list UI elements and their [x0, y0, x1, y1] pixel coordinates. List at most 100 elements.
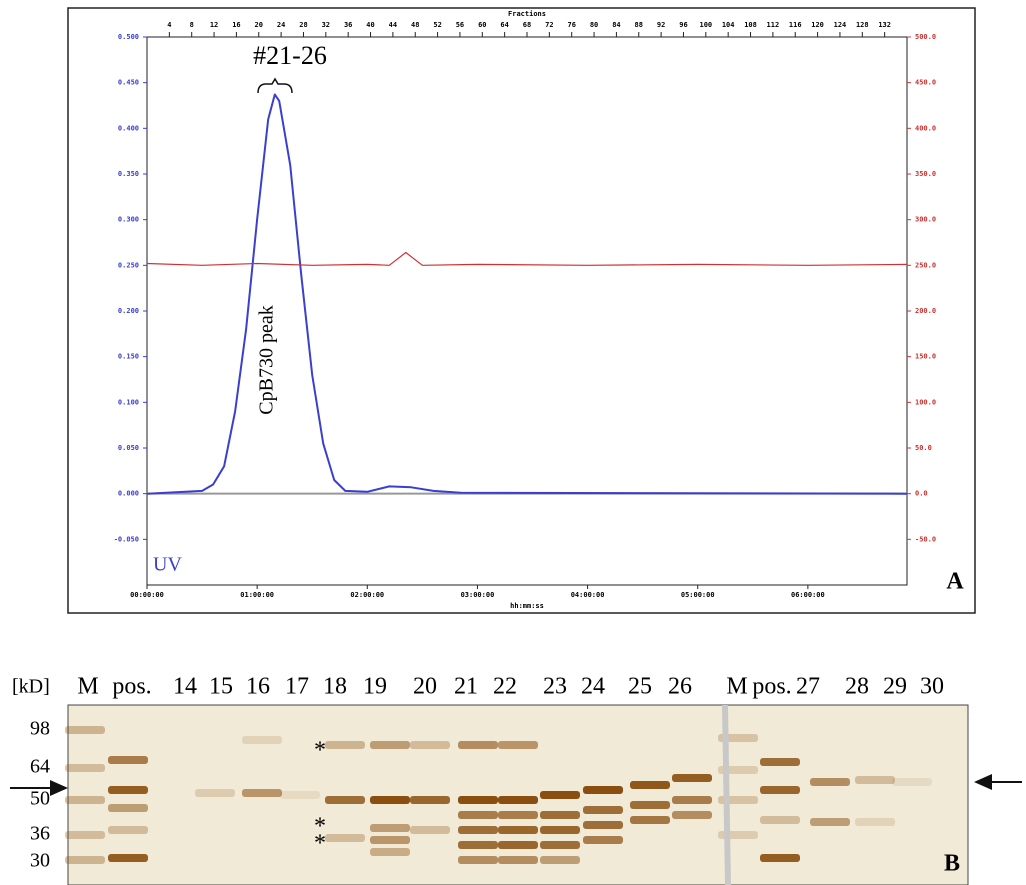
gel-band — [370, 836, 410, 844]
y-tick-label: 0.350 — [118, 170, 139, 178]
x2-tick-label: 16 — [232, 21, 240, 29]
gel-band — [280, 791, 320, 799]
marker-label: 98 — [30, 718, 50, 740]
gel-band — [498, 826, 538, 834]
x2-tick-label: 12 — [210, 21, 218, 29]
y2-tick-label: 500.0 — [915, 33, 936, 41]
x2-tick-label: 64 — [500, 21, 508, 29]
gel-band — [325, 741, 365, 749]
gel-band — [498, 741, 538, 749]
chart-title: Fractions — [508, 10, 546, 18]
gel-band — [65, 831, 105, 839]
x2-tick-label: 128 — [856, 21, 869, 29]
gel-band — [370, 796, 410, 804]
gel-band — [65, 726, 105, 734]
x2-tick-label: 112 — [767, 21, 780, 29]
gel-band — [892, 778, 932, 786]
x2-tick-label: 88 — [635, 21, 643, 29]
series-line — [146, 93, 908, 495]
y-tick-label: 0.250 — [118, 261, 139, 269]
gel-band — [458, 826, 498, 834]
gel-band — [855, 776, 895, 784]
y-tick-label: 0.050 — [118, 444, 139, 452]
lane-label: 15 — [209, 674, 233, 700]
gel-band — [108, 804, 148, 812]
series-line — [146, 251, 908, 266]
lane-label: 18 — [323, 674, 347, 700]
bracket — [257, 77, 293, 94]
y2-tick-label: 100.0 — [915, 398, 936, 406]
y2-tick-label: 0.0 — [915, 490, 928, 498]
lane-label: 20 — [413, 674, 437, 700]
lane-label: M — [726, 674, 747, 700]
panel-label: B — [944, 851, 960, 877]
arrow-head — [50, 780, 68, 796]
y-tick-label: 0.300 — [118, 216, 139, 224]
marker-label: 30 — [30, 850, 50, 872]
asterisk: * — [314, 831, 326, 857]
x2-tick-label: 32 — [322, 21, 330, 29]
marker-label: 36 — [30, 823, 50, 845]
x2-tick-label: 92 — [657, 21, 665, 29]
gel-band — [760, 854, 800, 862]
lane-label: 28 — [845, 674, 869, 700]
x2-tick-label: 100 — [699, 21, 712, 29]
y2-tick-label: 300.0 — [915, 216, 936, 224]
panel-label: A — [946, 569, 964, 595]
x2-tick-label: 120 — [811, 21, 824, 29]
gel-band — [540, 826, 580, 834]
gel-band — [540, 791, 580, 799]
gel-band — [410, 826, 450, 834]
lane-label: 27 — [796, 674, 820, 700]
lane-label: 21 — [454, 674, 478, 700]
y2-tick-label: 200.0 — [915, 307, 936, 315]
gel-band — [718, 831, 758, 839]
x2-tick-label: 56 — [456, 21, 464, 29]
asterisk: * — [314, 738, 326, 764]
gel-band — [583, 836, 623, 844]
x-tick-label: 06:00:00 — [791, 591, 825, 599]
gel-band — [370, 741, 410, 749]
gel-band — [65, 764, 105, 772]
x2-tick-label: 20 — [255, 21, 263, 29]
gel-band — [458, 811, 498, 819]
lane-label: 24 — [581, 674, 605, 700]
gel-band — [108, 854, 148, 862]
y-tick-label: -0.050 — [114, 535, 139, 543]
gel-band — [672, 796, 712, 804]
gel-band — [108, 826, 148, 834]
x2-tick-label: 96 — [679, 21, 687, 29]
gel-band — [65, 856, 105, 864]
lane-label: 17 — [285, 674, 309, 700]
gel-band — [630, 801, 670, 809]
marker-label: 50 — [30, 788, 50, 810]
x2-tick-label: 124 — [834, 21, 847, 29]
y2-tick-label: 450.0 — [915, 79, 936, 87]
y-tick-label: 0.400 — [118, 124, 139, 132]
gel-band — [65, 796, 105, 804]
lane-label: 14 — [173, 674, 197, 700]
arrow-head — [974, 774, 992, 790]
gel-band — [498, 811, 538, 819]
lane-label: 26 — [668, 674, 692, 700]
gel-band — [325, 834, 365, 842]
gel-band — [760, 758, 800, 766]
y-tick-label: 0.150 — [118, 353, 139, 361]
y-tick-label: 0.000 — [118, 490, 139, 498]
gel-band — [108, 786, 148, 794]
y-tick-label: 0.100 — [118, 398, 139, 406]
x2-tick-label: 104 — [722, 21, 735, 29]
lane-label: 25 — [628, 674, 652, 700]
gel-image — [67, 704, 969, 885]
gel-band — [498, 856, 538, 864]
y2-tick-label: 350.0 — [915, 170, 936, 178]
unit-label: [kD] — [12, 676, 50, 698]
x2-tick-label: 80 — [590, 21, 598, 29]
gel-band — [242, 736, 282, 744]
lane-label: M — [77, 674, 98, 700]
x-tick-label: 05:00:00 — [681, 591, 715, 599]
x2-tick-label: 72 — [545, 21, 553, 29]
gel-band — [458, 741, 498, 749]
peak-label: CpB730 peak — [256, 305, 278, 414]
x2-tick-label: 36 — [344, 21, 352, 29]
